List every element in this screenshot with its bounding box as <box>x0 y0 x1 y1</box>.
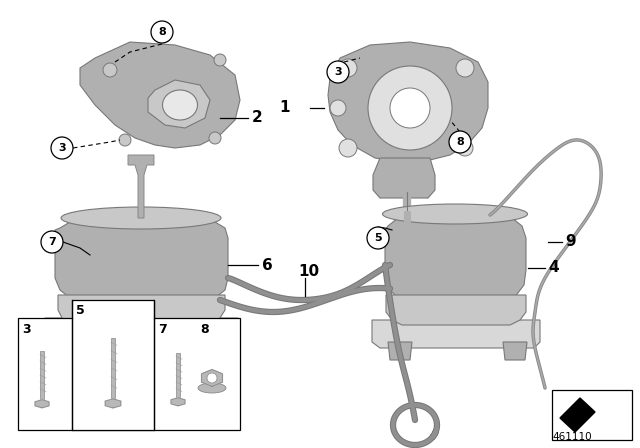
Circle shape <box>209 132 221 144</box>
Text: 3: 3 <box>58 143 66 153</box>
Polygon shape <box>45 318 238 346</box>
Text: 5: 5 <box>76 304 84 317</box>
Polygon shape <box>328 42 488 162</box>
Polygon shape <box>386 295 526 325</box>
Circle shape <box>368 66 452 150</box>
Circle shape <box>390 88 430 128</box>
FancyBboxPatch shape <box>72 300 154 430</box>
Ellipse shape <box>383 204 527 224</box>
Text: 3: 3 <box>22 323 31 336</box>
Polygon shape <box>58 295 225 323</box>
Ellipse shape <box>61 207 221 229</box>
Polygon shape <box>176 353 180 397</box>
Text: 7: 7 <box>48 237 56 247</box>
Polygon shape <box>372 320 540 348</box>
Polygon shape <box>560 398 595 432</box>
Polygon shape <box>111 338 115 398</box>
Polygon shape <box>385 214 526 303</box>
Circle shape <box>330 100 346 116</box>
Circle shape <box>214 54 226 66</box>
Circle shape <box>367 227 389 249</box>
Circle shape <box>119 134 131 146</box>
Polygon shape <box>198 340 222 358</box>
Text: 1: 1 <box>280 100 290 116</box>
Text: 8: 8 <box>200 323 209 336</box>
Polygon shape <box>503 342 527 360</box>
Text: 8: 8 <box>158 27 166 37</box>
Circle shape <box>327 61 349 83</box>
Circle shape <box>151 21 173 43</box>
Circle shape <box>207 373 217 383</box>
Polygon shape <box>53 340 77 358</box>
Circle shape <box>457 140 473 156</box>
Text: 461110: 461110 <box>552 432 592 442</box>
Ellipse shape <box>163 90 198 120</box>
Circle shape <box>339 139 357 157</box>
Circle shape <box>103 63 117 77</box>
Polygon shape <box>40 351 44 399</box>
Text: 9: 9 <box>565 234 575 250</box>
FancyBboxPatch shape <box>552 390 632 440</box>
Polygon shape <box>148 80 210 128</box>
Polygon shape <box>373 158 435 198</box>
Polygon shape <box>128 155 154 218</box>
FancyBboxPatch shape <box>18 318 240 430</box>
Circle shape <box>339 59 357 77</box>
Text: 4: 4 <box>548 260 559 276</box>
Polygon shape <box>388 342 412 360</box>
Circle shape <box>41 231 63 253</box>
Text: 10: 10 <box>298 264 319 280</box>
Polygon shape <box>35 400 49 408</box>
Circle shape <box>456 59 474 77</box>
Polygon shape <box>80 42 240 148</box>
Circle shape <box>51 137 73 159</box>
Polygon shape <box>171 398 185 406</box>
Ellipse shape <box>198 383 226 393</box>
Text: 3: 3 <box>334 67 342 77</box>
Polygon shape <box>105 399 121 408</box>
Polygon shape <box>202 370 222 386</box>
Text: 7: 7 <box>158 323 167 336</box>
Text: 5: 5 <box>374 233 382 243</box>
Text: 8: 8 <box>456 137 464 147</box>
Text: 6: 6 <box>262 258 273 272</box>
Text: 2: 2 <box>252 111 263 125</box>
Polygon shape <box>55 218 228 302</box>
Circle shape <box>449 131 471 153</box>
